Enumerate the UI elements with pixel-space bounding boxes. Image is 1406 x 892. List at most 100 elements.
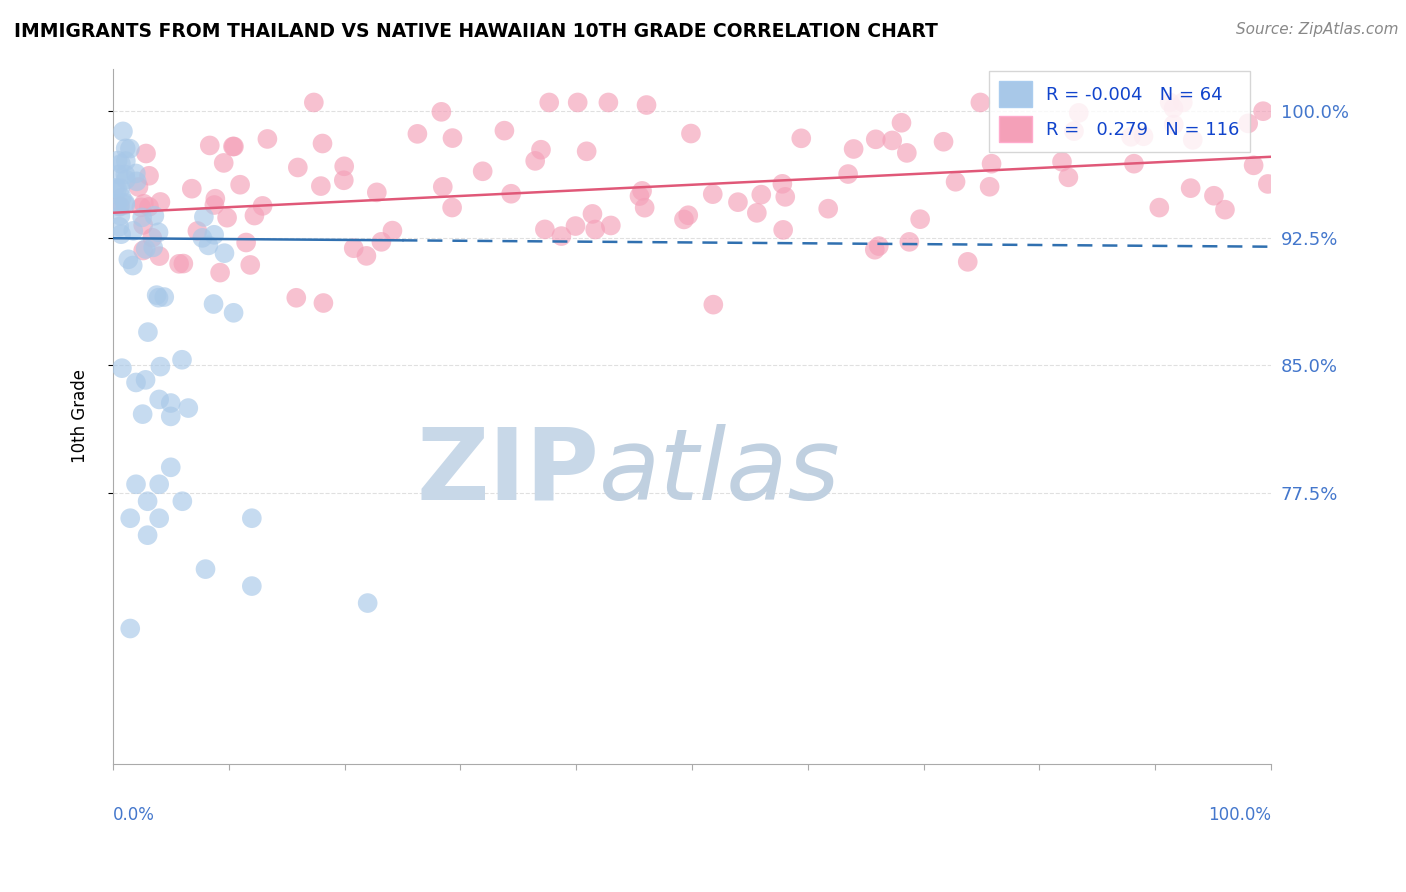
Point (191, 231, 214, 245)
Point (817, 202, 839, 216)
Point (441, 201, 464, 215)
Point (1063, 124, 1085, 138)
Point (312, 296, 335, 310)
Point (583, 222, 606, 236)
Point (1159, 95, 1181, 110)
Point (142, 240, 165, 254)
Point (890, 116, 912, 130)
Point (117, 252, 139, 267)
Point (149, 194, 172, 209)
Point (148, 291, 170, 305)
Point (631, 184, 654, 198)
Text: Source: ZipAtlas.com: Source: ZipAtlas.com (1236, 22, 1399, 37)
Point (1202, 188, 1225, 202)
Point (702, 187, 724, 202)
Text: ZIP: ZIP (416, 424, 599, 521)
Point (343, 241, 366, 255)
Point (430, 104, 453, 119)
Point (524, 153, 547, 168)
Point (956, 255, 979, 269)
Point (110, 157, 132, 171)
Point (356, 596, 378, 610)
Point (138, 169, 160, 183)
Point (136, 494, 159, 508)
Point (865, 132, 887, 146)
Point (105, 182, 128, 196)
Point (148, 392, 170, 407)
Point (1123, 157, 1146, 171)
Point (217, 211, 239, 225)
Point (256, 132, 278, 146)
Point (1237, 116, 1260, 130)
Point (138, 200, 160, 214)
Point (538, 95, 561, 110)
Point (159, 396, 181, 410)
Point (186, 224, 208, 238)
Point (135, 242, 157, 256)
Point (575, 145, 598, 159)
Point (366, 186, 388, 200)
Point (243, 209, 266, 223)
Point (111, 361, 134, 376)
Point (672, 212, 695, 227)
Point (114, 168, 136, 182)
Point (287, 161, 309, 175)
Point (131, 407, 153, 421)
Point (193, 210, 215, 224)
Point (530, 143, 553, 157)
Point (108, 199, 131, 213)
Point (131, 211, 153, 225)
Point (1213, 202, 1236, 217)
Point (567, 95, 589, 110)
Point (945, 175, 967, 189)
Point (132, 218, 155, 232)
Text: 0.0%: 0.0% (112, 806, 155, 824)
Point (333, 159, 356, 173)
Point (143, 209, 166, 223)
Point (790, 131, 813, 145)
Point (114, 141, 136, 155)
Point (1163, 118, 1185, 132)
Point (125, 174, 148, 188)
Point (775, 190, 797, 204)
Point (148, 477, 170, 491)
Point (1067, 106, 1090, 120)
Point (222, 139, 245, 153)
Point (172, 256, 194, 270)
Point (222, 306, 245, 320)
Point (1180, 181, 1202, 195)
Point (159, 460, 181, 475)
Point (370, 235, 392, 249)
Point (302, 95, 325, 110)
Point (628, 189, 651, 203)
Point (122, 224, 145, 238)
Point (908, 212, 931, 227)
Point (636, 98, 658, 112)
Point (842, 142, 865, 156)
Point (406, 127, 429, 141)
Point (240, 511, 263, 525)
Point (1181, 133, 1204, 147)
Point (581, 207, 603, 221)
Point (110, 181, 132, 195)
Point (868, 239, 890, 253)
Point (980, 157, 1002, 171)
Point (1251, 104, 1274, 119)
Point (285, 291, 308, 305)
Point (145, 288, 167, 302)
Point (932, 135, 955, 149)
Point (148, 249, 170, 263)
Point (1257, 177, 1279, 191)
Point (501, 186, 523, 201)
Point (678, 208, 700, 222)
Point (135, 146, 157, 161)
Point (202, 198, 225, 212)
Point (863, 243, 886, 257)
Point (702, 298, 724, 312)
Point (214, 246, 236, 260)
Point (969, 95, 991, 110)
Point (107, 153, 129, 168)
Text: IMMIGRANTS FROM THAILAND VS NATIVE HAWAIIAN 10TH GRADE CORRELATION CHART: IMMIGRANTS FROM THAILAND VS NATIVE HAWAI… (14, 22, 938, 41)
Point (108, 219, 131, 234)
Point (167, 257, 190, 271)
